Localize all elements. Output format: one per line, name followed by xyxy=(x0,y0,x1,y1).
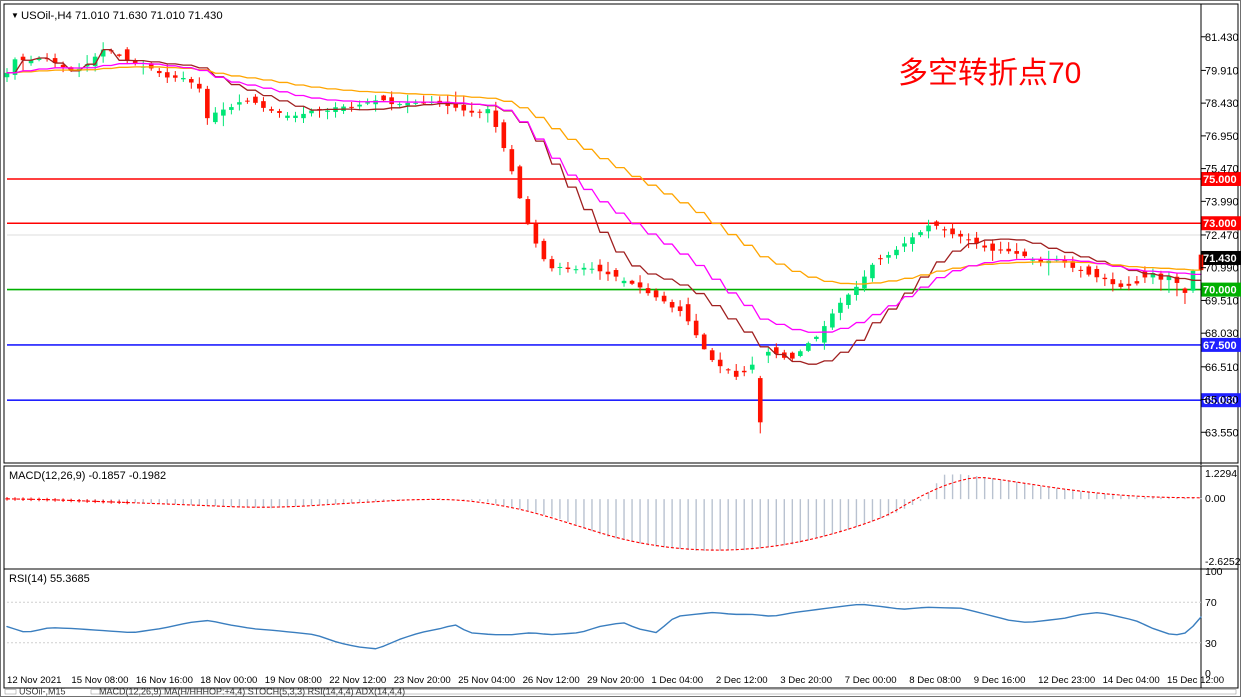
svg-text:1 Dec 04:00: 1 Dec 04:00 xyxy=(651,675,703,686)
svg-text:MACD(12,26,9) MA(H/HHHOP:+4,: MACD(12,26,9) MA(H/HHHOP:+4,4) STOCH(5,3… xyxy=(99,687,405,697)
svg-text:70.990: 70.990 xyxy=(1205,263,1239,275)
svg-text:79.910: 79.910 xyxy=(1205,65,1239,77)
svg-text:70: 70 xyxy=(1205,597,1217,609)
svg-text:16 Nov 16:00: 16 Nov 16:00 xyxy=(136,675,193,686)
svg-text:67.500: 67.500 xyxy=(1203,340,1237,352)
svg-text:MACD(12,26,9) -0.1857 -0.1982: MACD(12,26,9) -0.1857 -0.1982 xyxy=(9,470,166,482)
svg-text:12 Nov 2021: 12 Nov 2021 xyxy=(7,675,61,686)
svg-text:9 Dec 16:00: 9 Dec 16:00 xyxy=(974,675,1026,686)
svg-text:30: 30 xyxy=(1205,638,1217,650)
svg-text:19 Nov 08:00: 19 Nov 08:00 xyxy=(265,675,322,686)
svg-text:78.430: 78.430 xyxy=(1205,98,1239,110)
svg-text:USOil-,M15: USOil-,M15 xyxy=(19,687,66,697)
svg-text:65.030: 65.030 xyxy=(1205,395,1239,407)
svg-text:72.470: 72.470 xyxy=(1205,230,1239,242)
svg-text:25 Nov 04:00: 25 Nov 04:00 xyxy=(458,675,515,686)
svg-text:63.550: 63.550 xyxy=(1205,427,1239,439)
svg-text:18 Nov 00:00: 18 Nov 00:00 xyxy=(200,675,257,686)
svg-text:26 Nov 12:00: 26 Nov 12:00 xyxy=(523,675,580,686)
svg-text:75.000: 75.000 xyxy=(1203,174,1237,186)
svg-text:8 Dec 08:00: 8 Dec 08:00 xyxy=(909,675,961,686)
svg-text:23 Nov 20:00: 23 Nov 20:00 xyxy=(394,675,451,686)
svg-text:29 Nov 20:00: 29 Nov 20:00 xyxy=(587,675,644,686)
svg-text:73.000: 73.000 xyxy=(1203,218,1237,230)
svg-text:3 Dec 20:00: 3 Dec 20:00 xyxy=(780,675,832,686)
svg-text:69.510: 69.510 xyxy=(1205,295,1239,307)
svg-text:73.990: 73.990 xyxy=(1205,196,1239,208)
svg-text:12 Dec 23:00: 12 Dec 23:00 xyxy=(1038,675,1095,686)
svg-text:66.510: 66.510 xyxy=(1205,362,1239,374)
svg-text:15 Nov 08:00: 15 Nov 08:00 xyxy=(71,675,128,686)
svg-text:RSI(14) 55.3685: RSI(14) 55.3685 xyxy=(9,573,90,585)
svg-text:7 Dec 00:00: 7 Dec 00:00 xyxy=(845,675,897,686)
svg-text:多空转折点70: 多空转折点70 xyxy=(898,57,1081,90)
svg-text:14 Dec 04:00: 14 Dec 04:00 xyxy=(1103,675,1160,686)
svg-text:15 Dec 12:00: 15 Dec 12:00 xyxy=(1167,675,1224,686)
svg-text:1.2294: 1.2294 xyxy=(1205,468,1237,480)
svg-text:2 Dec 12:00: 2 Dec 12:00 xyxy=(716,675,768,686)
svg-text:100: 100 xyxy=(1205,566,1223,578)
svg-text:0.00: 0.00 xyxy=(1205,493,1226,505)
svg-text:USOil-,H4 71.010 71.630 71: USOil-,H4 71.010 71.630 71.010 71.430 xyxy=(21,10,223,22)
svg-text:▼: ▼ xyxy=(11,11,19,20)
svg-text:22 Nov 12:00: 22 Nov 12:00 xyxy=(329,675,386,686)
svg-text:81.430: 81.430 xyxy=(1205,32,1239,44)
svg-text:75.470: 75.470 xyxy=(1205,164,1239,176)
svg-text:76.950: 76.950 xyxy=(1205,131,1239,143)
svg-text:68.030: 68.030 xyxy=(1205,328,1239,340)
